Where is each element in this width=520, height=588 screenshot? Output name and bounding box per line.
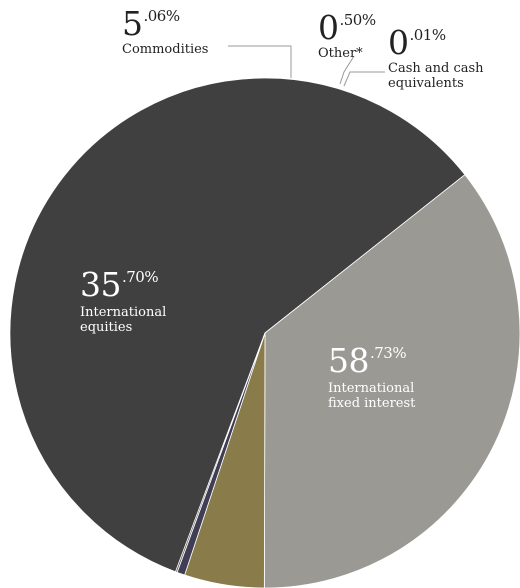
commodities-leader-line <box>228 45 292 78</box>
label-commodities: 5.06% Commodities <box>122 7 208 57</box>
other-name: Other* <box>318 46 363 61</box>
fixed-interest-name-line-1: International <box>328 381 415 396</box>
cash-value-big: 0 <box>388 23 409 62</box>
commodities-value-big: 5 <box>122 4 143 43</box>
equities-name: International equities <box>80 305 166 335</box>
cash-leader-line <box>343 71 385 87</box>
equities-name-line-1: International <box>80 305 167 320</box>
label-equities: 35.70% International equities <box>80 268 166 335</box>
label-fixed-interest: 58.73% International fixed interest <box>328 344 415 411</box>
fixed-interest-value-small: .73% <box>370 344 407 362</box>
fixed-interest-name-line-2: fixed interest <box>328 396 416 411</box>
fixed-interest-name: International fixed interest <box>328 381 415 411</box>
commodities-value-small: .06% <box>143 7 181 25</box>
cash-value-small: .01% <box>409 26 447 44</box>
pie-slice-cash <box>174 332 266 573</box>
label-cash: 0.01% Cash and cash equivalents <box>388 26 484 91</box>
other-value-small: .50% <box>339 11 377 29</box>
commodities-name: Commodities <box>122 42 209 57</box>
label-other: 0.50% Other* <box>318 11 376 61</box>
fixed-interest-value-big: 58 <box>328 341 370 380</box>
other-leader-line <box>339 55 355 85</box>
other-value-big: 0 <box>318 8 339 47</box>
equities-value-small: .70% <box>122 268 159 286</box>
cash-name-line-1: Cash and cash <box>388 61 484 76</box>
equities-value-big: 35 <box>80 265 122 304</box>
pie-slice-equities <box>263 174 520 588</box>
equities-name-line-2: equities <box>80 320 133 335</box>
cash-name-line-2: equivalents <box>388 76 464 91</box>
pie-slice-fixed-interest <box>9 77 466 573</box>
cash-name: Cash and cash equivalents <box>388 61 484 91</box>
